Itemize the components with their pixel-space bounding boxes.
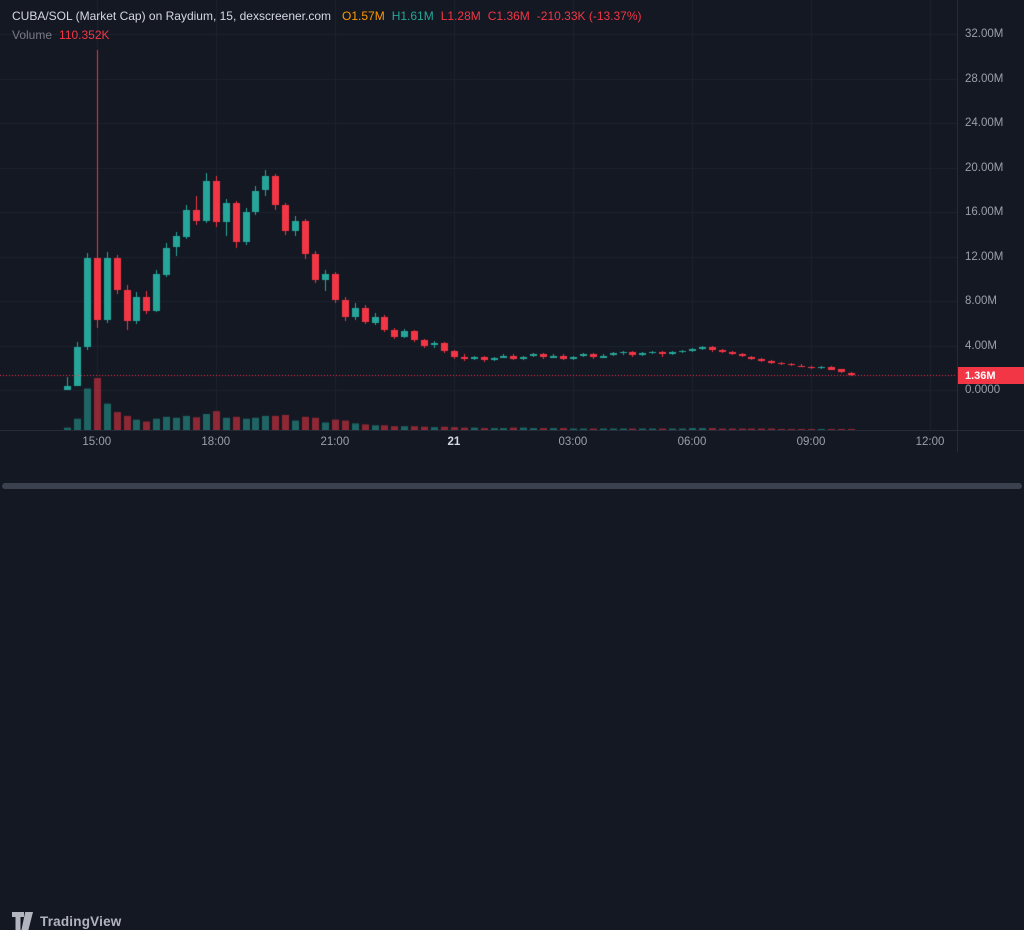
price-tick-label: 16.00M: [965, 206, 1004, 218]
tradingview-logo-text: TradingView: [40, 913, 122, 929]
time-tick-label: 21: [447, 436, 461, 448]
volume-value: 110.352K: [59, 28, 110, 42]
price-tick-label: 24.00M: [965, 117, 1004, 129]
price-tick-label: 12.00M: [965, 250, 1004, 263]
volume-label[interactable]: Volume: [12, 28, 53, 42]
time-tick-label: 18:00: [201, 436, 231, 448]
chart-legend: CUBA/SOL (Market Cap) on Raydium, 15, de…: [12, 7, 642, 45]
price-tick-label: 8.00M: [965, 295, 997, 307]
ohlc-close: C1.36M: [487, 9, 530, 23]
time-tick-label: 21:00: [320, 436, 350, 448]
price-scale[interactable]: 32.00M 28.00M 24.00M 20.00M 16.00M 12.00M 8.00…: [957, 0, 1024, 452]
symbol-row: CUBA/SOL (Market Cap) on Raydium, 15, de…: [12, 7, 642, 26]
last-price-badge: 1.36M: [958, 367, 1024, 384]
ohlc-high: H1.61M: [391, 9, 434, 23]
last-price-label: 1.36M: [965, 369, 996, 382]
time-scale[interactable]: 15:00 18:00 21:00 21 03:00 06:00 09:00 12:00: [0, 430, 1024, 453]
horizontal-scrollbar[interactable]: [2, 483, 1022, 489]
price-tick-label: 20.00M: [965, 161, 1004, 174]
tradingview-icon: [12, 912, 33, 930]
time-tick-label: 12:00: [915, 436, 945, 448]
time-tick-label: 15:00: [82, 436, 112, 448]
volume-row: Volume 110.352K: [12, 26, 642, 45]
time-tick-label: 09:00: [796, 436, 826, 448]
time-tick-label: 06:00: [677, 436, 707, 448]
ohlc-open: O1.57M: [342, 9, 385, 23]
candlestick-chart[interactable]: [0, 0, 957, 430]
price-tick-label: 28.00M: [965, 72, 1004, 85]
ohlc-change: -210.33K (-13.37%): [536, 9, 642, 23]
price-tick-label: 0.0000: [965, 384, 1001, 396]
price-tick-label: 32.00M: [965, 28, 1004, 40]
time-tick-label: 03:00: [558, 436, 588, 448]
symbol-title[interactable]: CUBA/SOL (Market Cap) on Raydium, 15, de…: [12, 9, 332, 23]
tradingview-logo[interactable]: TradingView: [12, 912, 121, 930]
bottom-bar: TradingView: [0, 452, 1024, 930]
price-tick-label: 4.00M: [965, 339, 997, 352]
ohlc-low: L1.28M: [440, 9, 481, 23]
